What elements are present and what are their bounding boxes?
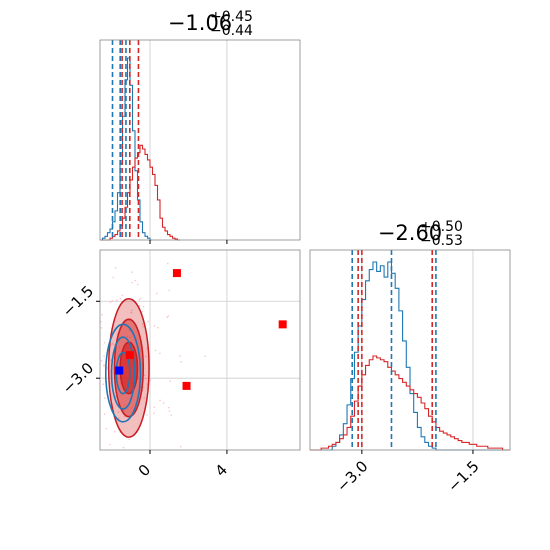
- title-param-1-sup: +0.45: [210, 9, 253, 25]
- sample-point: [138, 304, 141, 307]
- sample-point: [204, 355, 206, 358]
- title-param-2-sup: +0.50: [420, 219, 463, 235]
- sample-point: [134, 279, 137, 282]
- sample-point: [100, 327, 103, 329]
- panel-frame: [309, 249, 511, 451]
- sample-point: [131, 281, 133, 284]
- sample-point: [112, 276, 114, 279]
- sample-point: [105, 427, 108, 430]
- x-tick-label: 0: [135, 461, 154, 480]
- panel-frame: [99, 39, 301, 241]
- sample-point: [166, 316, 168, 319]
- sample-point: [169, 380, 172, 382]
- sample-point: [103, 341, 106, 344]
- title-param-1: −1.06: [168, 11, 232, 35]
- sample-point: [159, 352, 161, 355]
- sample-point: [113, 343, 115, 346]
- marginal-panel-param-1: −1.06 +0.45 −0.44: [99, 9, 301, 244]
- sample-point: [101, 313, 103, 316]
- sample-point: [100, 320, 102, 323]
- histogram-step-line: [100, 57, 153, 241]
- sample-point: [167, 406, 170, 409]
- sample-point: [128, 438, 131, 441]
- sample-point: [143, 374, 146, 376]
- sample-point: [167, 315, 170, 317]
- blue-density-contour: [110, 336, 136, 410]
- sample-point: [121, 294, 124, 297]
- sample-point: [143, 397, 145, 399]
- sample-point: [168, 289, 170, 292]
- sample-point: [142, 386, 145, 389]
- panel-frame: [99, 249, 301, 451]
- sample-point: [130, 309, 133, 312]
- sample-point: [103, 355, 105, 357]
- sample-point: [141, 311, 144, 313]
- sample-point: [115, 299, 118, 301]
- sample-point: [166, 262, 169, 265]
- sample-point: [154, 349, 157, 352]
- joint-panel: 0 4 −1.5 −3.0: [59, 249, 301, 480]
- x-tick-label: −3.0: [333, 457, 371, 495]
- sample-point: [153, 412, 155, 415]
- sample-point: [149, 379, 152, 381]
- red-marker: [125, 351, 134, 360]
- sample-point: [142, 305, 145, 308]
- x-tick-label: −1.5: [444, 457, 482, 495]
- blue-marker: [115, 366, 124, 375]
- sample-point: [153, 406, 156, 408]
- red-marker: [278, 320, 287, 329]
- red-marker: [182, 381, 191, 390]
- sample-point: [131, 271, 133, 273]
- y-tick-label: −1.5: [59, 282, 97, 320]
- sample-point: [141, 323, 144, 325]
- sample-point: [100, 360, 103, 362]
- sample-point: [102, 383, 105, 385]
- sample-point: [138, 298, 141, 301]
- red-marker: [172, 269, 181, 278]
- sample-point: [145, 355, 147, 358]
- marginal-panel-param-2: −3.0 −1.5 −2.60 +0.50 −0.53: [309, 219, 511, 496]
- histogram-step-line: [100, 144, 180, 241]
- sample-point: [111, 300, 114, 302]
- sample-point: [103, 364, 105, 366]
- sample-point: [111, 342, 114, 345]
- sample-point: [179, 445, 182, 448]
- sample-point: [156, 292, 158, 295]
- sample-point: [179, 355, 181, 357]
- sample-point: [114, 266, 117, 269]
- y-tick-label: −3.0: [59, 359, 97, 397]
- histogram-step-line: [310, 355, 510, 451]
- sample-point: [146, 414, 148, 416]
- sample-point: [109, 301, 112, 304]
- sample-point: [122, 446, 125, 449]
- sample-point: [162, 402, 165, 404]
- sample-point: [117, 411, 120, 414]
- sample-point: [153, 325, 156, 327]
- sample-point: [147, 320, 149, 323]
- sample-point: [168, 410, 171, 412]
- title-param-2-sub: −0.53: [420, 233, 463, 249]
- sample-point: [103, 413, 106, 415]
- x-tick-label: 4: [212, 461, 231, 480]
- sample-point: [157, 326, 159, 329]
- sample-point: [159, 399, 161, 402]
- sample-point: [142, 325, 144, 328]
- title-param-2: −2.60: [378, 221, 442, 245]
- blue-density-contour: [104, 323, 142, 423]
- sample-point: [119, 297, 122, 300]
- sample-point: [130, 311, 133, 314]
- sample-point: [114, 430, 116, 433]
- sample-point: [109, 443, 111, 446]
- sample-point: [170, 414, 172, 417]
- title-param-1-sub: −0.44: [210, 23, 253, 39]
- sample-point: [123, 415, 126, 418]
- sample-point: [140, 297, 142, 300]
- sample-point: [180, 360, 183, 363]
- sample-point: [136, 283, 139, 286]
- sample-point: [117, 417, 120, 420]
- sample-point: [103, 397, 106, 399]
